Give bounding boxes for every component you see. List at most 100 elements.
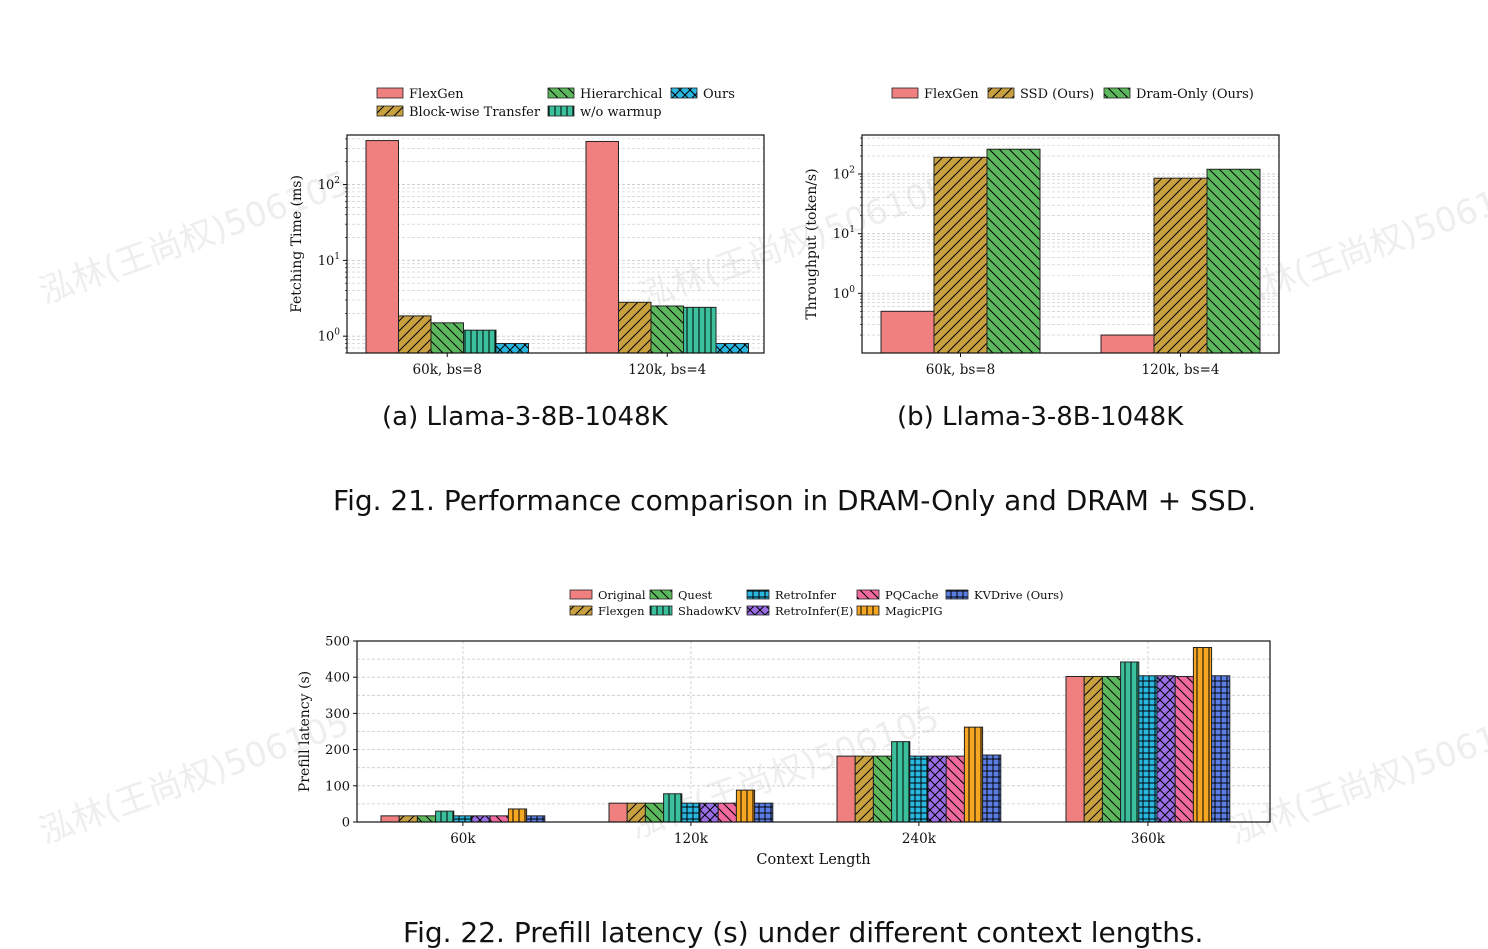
chart-c-bar-retroinfer-e-240k-hatch xyxy=(928,756,947,822)
chart-c-bar-quest-360k-hatch xyxy=(1102,676,1121,822)
chart-b-ytick-label: 102 xyxy=(833,165,855,182)
chart-a-legend-swatch-ours-hatch xyxy=(671,88,697,98)
chart-b: 100 101 102 60k, bs=8 120k, bs=4 Throughput (… xyxy=(804,87,1280,378)
chart-b-bar-dram-only-ours-60k-bs-8-hatch xyxy=(987,149,1040,353)
chart-c-bar-flexgen-120k-hatch xyxy=(627,803,646,822)
chart-a-bar-flexgen-120k-bs-4 xyxy=(586,141,619,353)
chart-c-bar-magicpig-60k-hatch xyxy=(508,808,527,822)
chart-b-bar-flexgen-120k-bs-4 xyxy=(1101,335,1154,353)
chart-b-legend-swatch-dram-only-ours-hatch xyxy=(1104,88,1130,98)
chart-a-bar-hierarchical-120k-bs-4-hatch xyxy=(651,306,684,353)
chart-a-legend-label-block-wise-transfer: Block-wise Transfer xyxy=(409,105,541,120)
chart-a-bar-flexgen-60k-bs-8 xyxy=(366,140,399,353)
chart-c-bar-magicpig-120k-hatch xyxy=(736,790,755,822)
figure-canvas: 100 101 102 60k, bs=8 120k, bs=4 Fetching Tim… xyxy=(289,87,1280,868)
chart-c-legend-swatch-flexgen-outline xyxy=(569,605,593,616)
chart-c-bar-magicpig-240k-hatch xyxy=(964,727,983,822)
chart-c-bar-flexgen-60k-hatch xyxy=(399,815,418,822)
chart-c-bar-original-60k xyxy=(381,815,400,822)
chart-c-category-label: 120k xyxy=(674,831,709,847)
chart-b-ytick-label: 100 xyxy=(833,285,856,302)
chart-c-bar-shadowkv-60k-hatch xyxy=(435,811,454,822)
chart-c-legend-swatch-retroinfer-e-outline xyxy=(746,605,770,616)
chart-c-ytick-label: 300 xyxy=(325,707,350,722)
chart-a-legend: FlexGen Block-wise Transfer Hierarchical w/… xyxy=(376,87,735,120)
chart-c-legend-swatch-pqcache-outline xyxy=(856,589,880,600)
chart-c-category-label: 360k xyxy=(1131,831,1166,847)
chart-c-bar-quest-120k-hatch xyxy=(645,803,664,822)
chart-c-legend-swatch-kvdrive-ours-hatch xyxy=(946,590,968,599)
chart-c-legend-label-flexgen: Flexgen xyxy=(598,604,645,618)
chart-a-bar-w-o-warmup-120k-bs-4-hatch xyxy=(683,307,716,353)
chart-c-bar-magicpig-360k-hatch xyxy=(1193,647,1212,822)
chart-a-bar-hierarchical-60k-bs-8-hatch xyxy=(431,322,464,353)
chart-c-bar-retroinfer-e-360k-hatch xyxy=(1157,675,1176,822)
chart-c-axes-frame xyxy=(356,640,1271,823)
chart-c-legend-label-magicpig: MagicPIG xyxy=(885,604,943,618)
chart-c-legend-label-retroinfer-e: RetroInfer(E) xyxy=(775,604,853,618)
chart-c-bar-shadowkv-360k-hatch xyxy=(1120,661,1139,822)
chart-b-legend-label-dram-only-ours: Dram-Only (Ours) xyxy=(1136,87,1254,102)
chart-c-legend-swatch-kvdrive-ours-outline xyxy=(945,589,969,600)
chart-a-bar-ours-60k-bs-8-hatch xyxy=(496,343,529,353)
chart-c-legend-label-shadowkv: ShadowKV xyxy=(678,604,742,618)
chart-a-legend-swatch-block-wise-transfer-outline xyxy=(376,105,404,117)
chart-c-legend-label-original: Original xyxy=(598,588,646,602)
chart-c-ylabel: Prefill latency (s) xyxy=(297,671,313,792)
chart-c-legend-swatch-quest-hatch xyxy=(650,590,672,599)
chart-b-bar-flexgen-60k-bs-8 xyxy=(881,311,934,353)
chart-c-bar-retroinfer-60k-hatch xyxy=(453,815,472,822)
chart-b-ytick-label: 101 xyxy=(833,225,855,242)
chart-c-bar-kvdrive-ours-240k-hatch xyxy=(982,755,1001,822)
chart-b-legend: FlexGen SSD (Ours) Dram-Only (Ours) xyxy=(891,87,1254,102)
chart-b-category-label: 120k, bs=4 xyxy=(1141,362,1219,378)
chart-c-bar-pqcache-60k-hatch xyxy=(490,815,509,822)
chart-c-legend: Original Flexgen Quest ShadowKV RetroInfer Re… xyxy=(569,588,1063,618)
chart-a-bar-block-wise-transfer-60k-bs-8-hatch xyxy=(398,315,431,353)
chart-c-category-label: 60k xyxy=(450,831,476,847)
chart-c-bar-kvdrive-ours-60k-hatch xyxy=(526,815,545,822)
chart-a-legend-swatch-ours-outline xyxy=(670,87,698,99)
chart-c-legend-swatch-original-outline xyxy=(569,589,593,600)
chart-c-bar-shadowkv-240k-hatch xyxy=(891,741,910,822)
chart-a-legend-swatch-hierarchical-hatch xyxy=(548,88,574,98)
chart-c-legend-label-quest: Quest xyxy=(678,588,713,602)
subcaption-a: (a) Llama-3-8B-1048K xyxy=(382,402,668,432)
chart-c-bar-retroinfer-120k-hatch xyxy=(681,803,700,822)
chart-b-legend-swatch-ssd-ours-outline xyxy=(987,87,1015,99)
chart-c-legend-swatch-quest-outline xyxy=(649,589,673,600)
chart-c-legend-swatch-original xyxy=(570,590,592,599)
chart-c-bar-retroinfer-360k-hatch xyxy=(1138,675,1157,822)
chart-c-legend-swatch-retroinfer-hatch xyxy=(747,590,769,599)
chart-c: 0 100 200 300 400 500 60k 120k 240k 360k Prefill l… xyxy=(297,588,1271,868)
chart-c-ytick-label: 500 xyxy=(325,635,350,650)
chart-a-legend-label-ours: Ours xyxy=(703,87,735,102)
chart-c-bar-quest-240k-hatch xyxy=(873,756,892,822)
chart-a-bar-block-wise-transfer-120k-bs-4-hatch xyxy=(618,302,651,353)
chart-b-legend-swatch-flexgen-outline xyxy=(891,87,919,99)
chart-c-bar-flexgen-240k-hatch xyxy=(855,756,874,822)
chart-b-legend-swatch-flexgen xyxy=(892,88,918,98)
chart-a-ylabel: Fetching Time (ms) xyxy=(289,175,305,313)
chart-b-category-label: 60k, bs=8 xyxy=(926,362,995,378)
chart-b-bar-dram-only-ours-120k-bs-4-hatch xyxy=(1207,169,1260,353)
chart-c-legend-swatch-retroinfer-e-hatch xyxy=(747,606,769,615)
chart-c-legend-label-pqcache: PQCache xyxy=(885,588,939,602)
chart-a-legend-swatch-w-o-warmup-outline xyxy=(547,105,575,117)
chart-a-legend-swatch-w-o-warmup-hatch xyxy=(548,106,574,116)
chart-c-ytick-label: 0 xyxy=(342,816,350,831)
chart-c-xlabel: Context Length xyxy=(756,852,870,868)
chart-c-bar-retroinfer-e-60k-hatch xyxy=(472,815,491,822)
chart-a-bar-ours-120k-bs-4-hatch xyxy=(716,343,749,353)
chart-c-bar-original-240k xyxy=(837,756,856,822)
chart-c-bar-original-360k xyxy=(1066,676,1085,822)
chart-c-legend-swatch-shadowkv-hatch xyxy=(650,606,672,615)
chart-b-bar-ssd-ours-120k-bs-4-hatch xyxy=(1154,178,1207,353)
chart-b-bar-ssd-ours-60k-bs-8-hatch xyxy=(934,157,987,353)
chart-b-axes-frame xyxy=(861,134,1280,354)
chart-c-legend-swatch-retroinfer-outline xyxy=(746,589,770,600)
chart-a-legend-label-hierarchical: Hierarchical xyxy=(580,87,662,102)
chart-c-bar-pqcache-360k-hatch xyxy=(1175,676,1194,822)
chart-c-bar-flexgen-360k-hatch xyxy=(1084,676,1103,822)
chart-c-legend-swatch-magicpig-hatch xyxy=(857,606,879,615)
